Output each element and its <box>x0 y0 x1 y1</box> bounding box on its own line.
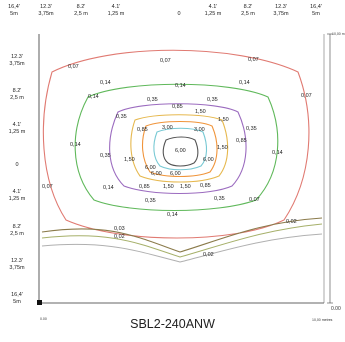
isoline-0-07 <box>42 49 310 239</box>
top-axis-label: 8.2' 2,5 m <box>74 4 88 17</box>
top-axis-label: 0 <box>177 11 181 17</box>
top-axis-label: 8.2' 2,5 m <box>241 4 255 17</box>
label-0-35: 0,35 <box>207 97 218 103</box>
label-0-14: 0,14 <box>239 80 250 86</box>
label-3-00: 3,00 <box>194 127 205 133</box>
label-0-14: 0,14 <box>100 80 111 86</box>
label-0-14: 0,14 <box>272 150 283 156</box>
isoline-1-50 <box>141 121 218 178</box>
top-axis-label: 4.1' 1,25 m <box>204 4 222 17</box>
top-axis-label: 4.1' 1,25 m <box>107 4 125 17</box>
label-1-50: 1,50 <box>195 109 206 115</box>
label-0-85: 0,85 <box>172 104 183 110</box>
left-axis-label: 12.3' 3,75m <box>9 54 25 67</box>
right-scale <box>327 33 333 304</box>
label-0-35: 0,35 <box>100 153 111 159</box>
isoline-0-85 <box>130 114 229 183</box>
top-axis-label: 16,4' 5m <box>310 4 322 17</box>
left-axis-label: 4.1' 1,25 m <box>8 189 26 202</box>
label-0-35: 0,35 <box>147 97 158 103</box>
label-6-00: 6,00 <box>170 171 181 177</box>
model-name: SBL2-240ANW <box>130 317 215 331</box>
label-1-50: 1,50 <box>218 117 229 123</box>
left-axis-label: 4.1' 1,25 m <box>8 122 26 135</box>
isoline-0-35 <box>109 103 247 194</box>
label-0-07: 0,07 <box>160 58 171 64</box>
isoline-0-14 <box>74 83 279 211</box>
curve-0-02 <box>41 233 323 263</box>
label-6-00: 6,00 <box>151 171 162 177</box>
label-0-07: 0,07 <box>249 197 260 203</box>
label-3-00: 3,00 <box>162 125 173 131</box>
isoline-3-00 <box>153 127 208 171</box>
label-0-07: 0,07 <box>301 93 312 99</box>
label-0-35: 0,35 <box>214 196 225 202</box>
top-axis-label: 16,4' 5m <box>8 4 20 17</box>
label-1-50: 1,50 <box>163 184 174 190</box>
curve-0-03-inner <box>41 223 323 258</box>
label-0-35: 0,35 <box>246 126 257 132</box>
scale-bottom-right-label: 10,00 metres <box>312 318 333 322</box>
label-0-14: 0,14 <box>175 83 186 89</box>
left-axis-label: 8.2' 2,5 m <box>10 224 24 237</box>
label-6-00: 6,00 <box>145 165 156 171</box>
label-0-07: 0,07 <box>42 184 53 190</box>
scale-bottom-zero-label: 0.00 <box>40 317 47 321</box>
plot-frame <box>37 34 325 305</box>
label-0-02: 0,02 <box>286 219 297 225</box>
isoline-6-00 <box>162 136 199 167</box>
label-0-85: 0,85 <box>236 138 247 144</box>
label-0-14: 0,14 <box>88 94 99 100</box>
label-0-14: 0,14 <box>70 142 81 148</box>
label-0-35: 0,35 <box>116 114 127 120</box>
scale-top-label: 10,00 m <box>332 32 345 36</box>
label-1-50: 1,50 <box>217 145 228 151</box>
label-0-14: 0,14 <box>167 212 178 218</box>
label-0-02: 0,02 <box>114 234 125 240</box>
left-axis-label: 8.2' 2,5 m <box>10 88 24 101</box>
label-6-00: 6,00 <box>203 157 214 163</box>
label-1-50: 1,50 <box>124 157 135 163</box>
label-0-07: 0,07 <box>248 57 259 63</box>
label-0-07: 0,07 <box>68 64 79 70</box>
top-axis-label: 12.3' 3,75m <box>38 4 54 17</box>
scale-right-zero-label: 0.00 <box>331 306 341 312</box>
label-6-00: 6,00 <box>175 148 186 154</box>
label-0-14: 0,14 <box>103 185 114 191</box>
label-0-85: 0,85 <box>200 183 211 189</box>
left-axis-label: 0 <box>15 162 19 168</box>
label-0-85: 0,85 <box>139 184 150 190</box>
left-axis-label: 12.3' 3,75m <box>9 258 25 271</box>
label-1-50: 1,50 <box>180 184 191 190</box>
curve-0-03-outer <box>41 217 323 253</box>
top-axis-label: 12.3' 3,75m <box>273 4 289 17</box>
label-0-85: 0,85 <box>137 127 148 133</box>
left-axis-label: 16,4' 5m <box>11 292 23 305</box>
label-0-03: 0,03 <box>114 226 125 232</box>
label-0-35: 0,35 <box>145 198 156 204</box>
label-0-02: 0,02 <box>203 252 214 258</box>
